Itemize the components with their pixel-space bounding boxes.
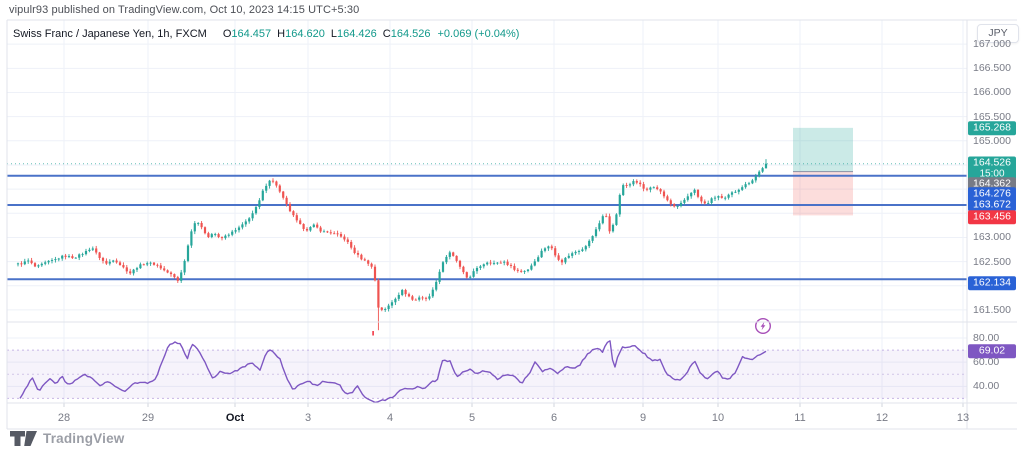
price-axis-label: 167.000 xyxy=(973,38,1011,51)
price-axis-badge: 163.456 xyxy=(968,210,1016,224)
tradingview-logo[interactable]: TradingView xyxy=(10,431,124,446)
time-axis-label: 3 xyxy=(304,412,312,424)
countdown-timer: 15:00 xyxy=(979,168,1005,180)
close-value: 164.526 xyxy=(390,28,431,40)
price-axis-badge: 165.268 xyxy=(968,121,1016,135)
high-value: 164.620 xyxy=(285,28,325,40)
time-axis-label: 4 xyxy=(386,412,394,424)
time-axis-label: 13 xyxy=(956,412,970,424)
high-label: H xyxy=(277,28,286,40)
rsi-axis-label: 60.00 xyxy=(973,356,1000,369)
rsi-line xyxy=(19,340,767,404)
price-axis-label: 165.000 xyxy=(973,134,1011,147)
price-axis-label: 161.500 xyxy=(973,303,1011,316)
time-axis-label: 9 xyxy=(639,412,647,424)
price-axis-badge: 163.672 xyxy=(968,197,1016,212)
time-axis-label: 6 xyxy=(550,412,558,424)
open-value: 164.457 xyxy=(231,28,272,40)
time-axis-label: 28 xyxy=(57,412,71,424)
time-axis-label: 5 xyxy=(468,412,476,424)
long-position-loss-zone[interactable] xyxy=(793,171,853,216)
time-axis-label: 11 xyxy=(794,412,806,424)
price-axis-badge: 162.134 xyxy=(968,276,1016,290)
time-axis-label: 10 xyxy=(711,412,725,424)
publish-info: vipulr93 published on TradingView.com, O… xyxy=(9,4,360,16)
time-axis-label: Oct xyxy=(225,412,245,424)
symbol-title[interactable]: Swiss Franc / Japanese Yen, 1h, FXCM xyxy=(13,28,207,40)
data-gap-marker xyxy=(372,331,374,336)
open-label: O xyxy=(222,28,232,40)
close-label: C xyxy=(382,28,391,40)
candlestick-series xyxy=(16,159,768,331)
symbol-legend[interactable]: Swiss Franc / Japanese Yen, 1h, FXCM O164… xyxy=(13,28,519,40)
price-axis-badge: 164.276 xyxy=(968,187,1016,201)
lightning-idea-icon[interactable] xyxy=(754,317,772,335)
price-axis-label: 163.000 xyxy=(973,231,1011,244)
price-axis-badge: 164.526 15:00 xyxy=(968,156,1016,181)
time-axis-label: 29 xyxy=(141,412,155,424)
currency-toggle-button[interactable]: JPY xyxy=(977,24,1019,43)
change-value: +0.069 (+0.04%) xyxy=(437,28,520,40)
price-axis-label: 166.000 xyxy=(973,86,1011,99)
low-value: 164.426 xyxy=(337,28,377,40)
rsi-axis-label: 40.00 xyxy=(973,380,1000,393)
price-axis-label: 166.500 xyxy=(973,62,1011,75)
rsi-axis-label: 80.00 xyxy=(973,331,1000,344)
low-label: L xyxy=(330,28,337,40)
price-axis-badge: 69.02 xyxy=(968,344,1016,358)
time-axis-label: 12 xyxy=(875,412,889,424)
tradingview-logo-text: TradingView xyxy=(43,431,125,446)
long-position-profit-zone[interactable] xyxy=(793,127,853,172)
price-axis-label: 165.500 xyxy=(973,110,1011,123)
tradingview-logo-icon xyxy=(10,431,37,446)
price-axis-label: 162.500 xyxy=(973,255,1011,268)
